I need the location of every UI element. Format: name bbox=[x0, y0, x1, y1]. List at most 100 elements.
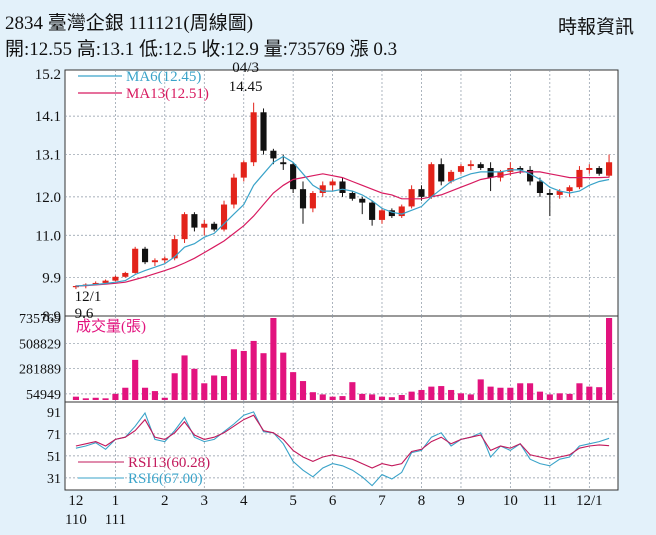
volume-bar bbox=[141, 387, 149, 400]
volume-bar bbox=[161, 397, 168, 400]
volume-bar bbox=[290, 372, 297, 400]
candle-body bbox=[527, 169, 534, 182]
quote-line: 開:12.55 高:13.1 低:12.5 收:12.9 量:735769 漲 … bbox=[5, 39, 398, 60]
candle-body bbox=[181, 214, 188, 240]
ma13-legend-label: MA13(12.51) bbox=[126, 86, 209, 102]
volume-bar bbox=[329, 396, 336, 400]
price-tick-label: 15.2 bbox=[35, 67, 61, 83]
rsi13-line bbox=[75, 414, 610, 469]
volume-bar bbox=[191, 368, 198, 400]
candle-body bbox=[457, 166, 465, 172]
rsi-tick-label: 71 bbox=[47, 428, 61, 443]
volume-bar bbox=[92, 397, 99, 400]
volume-bar bbox=[378, 396, 386, 400]
volume-bar bbox=[122, 387, 129, 400]
x-tick-label: 7 bbox=[378, 493, 386, 509]
chart-title: 2834 臺灣企銀 111121(周線圖) bbox=[5, 13, 254, 34]
candle-body bbox=[329, 181, 336, 186]
volume-bar bbox=[250, 340, 257, 400]
volume-bar bbox=[418, 389, 425, 400]
volume-bar bbox=[349, 382, 356, 400]
rsi13-legend-label: RSI13(60.28) bbox=[128, 455, 210, 471]
candle-body bbox=[151, 260, 158, 263]
volume-bar bbox=[398, 394, 405, 400]
volume-bar bbox=[487, 386, 494, 400]
volume-bar bbox=[112, 393, 119, 400]
volume-tick-label: 508829 bbox=[19, 337, 61, 352]
candle-body bbox=[369, 202, 376, 220]
rsi-tick-label: 51 bbox=[47, 450, 61, 465]
candle-body bbox=[467, 164, 474, 167]
volume-bar bbox=[270, 318, 277, 400]
candle-body bbox=[536, 181, 544, 193]
candle-body bbox=[141, 248, 149, 263]
candle-body bbox=[102, 280, 109, 283]
volume-bar bbox=[388, 397, 395, 400]
candle-body bbox=[497, 171, 504, 178]
volume-bar bbox=[507, 387, 514, 400]
price-tick-label: 11.0 bbox=[35, 228, 61, 244]
candle-body bbox=[596, 168, 603, 174]
candle-body bbox=[546, 193, 553, 195]
candle-body bbox=[418, 189, 425, 197]
volume-bar bbox=[309, 392, 316, 400]
candle-body bbox=[319, 185, 326, 193]
x-tick-label: 10 bbox=[503, 493, 518, 509]
candle-body bbox=[201, 223, 208, 228]
volume-bar bbox=[586, 386, 593, 400]
candle-body bbox=[388, 210, 395, 217]
candle-body bbox=[428, 164, 435, 197]
candle-body bbox=[112, 276, 119, 281]
candle-body bbox=[398, 206, 405, 217]
x-tick-label: 8 bbox=[418, 493, 426, 509]
volume-bar bbox=[428, 386, 435, 400]
price-tick-label: 12.0 bbox=[35, 190, 61, 206]
candle-body bbox=[487, 168, 494, 178]
rsi6-legend-label: RSI6(67.00) bbox=[128, 471, 203, 487]
candle-body bbox=[359, 198, 366, 203]
volume-bar bbox=[606, 318, 613, 400]
volume-bar bbox=[132, 359, 139, 400]
x-tick-label: 6 bbox=[329, 493, 337, 509]
candle-body bbox=[260, 112, 267, 151]
x-tick-label: 5 bbox=[289, 493, 297, 509]
volume-bar bbox=[201, 383, 208, 400]
volume-bar bbox=[477, 379, 484, 400]
volume-panel bbox=[64, 315, 619, 403]
candle-body bbox=[477, 164, 484, 169]
price-tick-label: 9.9 bbox=[42, 271, 61, 287]
volume-tick-label: 735769 bbox=[19, 312, 61, 327]
candle-body bbox=[606, 162, 613, 176]
volume-bar bbox=[299, 381, 307, 400]
x-tick-sublabel: 111 bbox=[105, 512, 126, 528]
price-tick-label: 8.9 bbox=[42, 309, 61, 325]
x-tick-label: 3 bbox=[201, 493, 209, 509]
low-date-annotation: 12/1 bbox=[75, 289, 102, 305]
candle-body bbox=[517, 168, 524, 170]
source-label: 時報資訊 bbox=[557, 17, 634, 38]
volume-tick-label: 54949 bbox=[26, 388, 61, 403]
candle-body bbox=[270, 150, 277, 159]
volume-bar bbox=[339, 396, 346, 400]
volume-bar bbox=[151, 391, 158, 400]
volume-bar bbox=[408, 391, 415, 400]
volume-bar bbox=[596, 387, 603, 400]
volume-bar bbox=[82, 398, 89, 400]
x-tick-label: 4 bbox=[240, 493, 248, 509]
volume-bar bbox=[536, 391, 544, 400]
candle-body bbox=[586, 168, 593, 170]
x-tick-label: 11 bbox=[543, 493, 557, 509]
candle-body bbox=[72, 286, 79, 288]
candle-body bbox=[122, 272, 129, 277]
price-tick-label: 14.1 bbox=[35, 109, 61, 125]
ma13-line bbox=[75, 171, 610, 287]
candle-body bbox=[339, 181, 346, 193]
price-tick-label: 13.1 bbox=[35, 148, 61, 164]
candle-body bbox=[566, 187, 573, 192]
volume-bar bbox=[457, 393, 465, 400]
ma6-legend-label: MA6(12.45) bbox=[126, 69, 201, 85]
volume-bar bbox=[319, 394, 326, 400]
x-tick-label: 12/1 bbox=[576, 493, 603, 509]
